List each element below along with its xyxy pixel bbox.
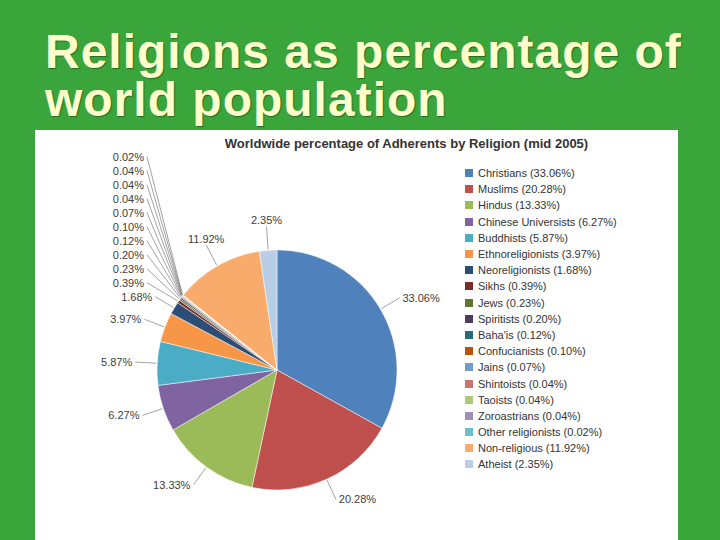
svg-text:33.06%: 33.06% xyxy=(402,292,440,304)
html-text:Shintoists (0.04%): Shintoists (0.04%) xyxy=(478,377,568,390)
svg-text:0.02%: 0.02% xyxy=(113,151,144,163)
html-text:Ethnoreligionists (3.97%): Ethnoreligionists (3.97%) xyxy=(478,248,601,260)
svg-text:0.04%: 0.04% xyxy=(113,179,144,191)
svg-text:0.10%: 0.10% xyxy=(113,221,144,233)
svg-text:3.97%: 3.97% xyxy=(110,313,141,325)
html-text:Worldwide percentage of Adhere: Worldwide percentage of Adherents by Rel… xyxy=(224,136,589,151)
svg-text:0.12%: 0.12% xyxy=(113,235,144,247)
html-text:Jews (0.23%): Jews (0.23%) xyxy=(478,296,545,309)
svg-text:0.23%: 0.23% xyxy=(113,263,144,275)
html-text:Zoroastrians (0.04%): Zoroastrians (0.04%) xyxy=(478,409,581,422)
html-text:Confucianists (0.10%): Confucianists (0.10%) xyxy=(478,345,586,358)
svg-text:2.35%: 2.35% xyxy=(251,214,282,226)
html-text:Jains (0.07%): Jains (0.07%) xyxy=(478,361,546,374)
html-text:Hindus (13.33%): Hindus (13.33%) xyxy=(478,199,560,212)
html-text:Christians (33.06%): Christians (33.06%) xyxy=(478,167,575,180)
svg-text:0.04%: 0.04% xyxy=(113,193,144,205)
html-text:Non-religious (11.92%): Non-religious (11.92%) xyxy=(478,442,590,455)
svg-text:20.28%: 20.28% xyxy=(339,493,377,505)
html-text:Taoists (0.04%): Taoists (0.04%) xyxy=(478,393,554,406)
html-text:Chinese Universists (6.27%): Chinese Universists (6.27%) xyxy=(478,215,617,228)
svg-text:0.07%: 0.07% xyxy=(113,207,144,219)
html-text:Muslims (20.28%): Muslims (20.28%) xyxy=(478,183,566,196)
svg-text:13.33%: 13.33% xyxy=(153,479,191,491)
html-text:Religions as percentage of wor: Religions as percentage of world populat… xyxy=(45,25,682,126)
svg-text:0.20%: 0.20% xyxy=(113,249,144,261)
svg-text:5.87%: 5.87% xyxy=(101,356,132,368)
html-text:Buddhists (5.87%): Buddhists (5.87%) xyxy=(478,231,568,244)
html-text:Neoreligionists (1.68%): Neoreligionists (1.68%) xyxy=(478,264,592,277)
svg-text:0.39%: 0.39% xyxy=(113,277,144,289)
svg-text:0.04%: 0.04% xyxy=(113,165,144,177)
html-text:Sikhs (0.39%): Sikhs (0.39%) xyxy=(478,280,547,293)
html-text:Other religionists (0.02%): Other religionists (0.02%) xyxy=(478,426,603,439)
svg-text:6.27%: 6.27% xyxy=(108,409,139,421)
html-text:Baha'is (0.12%): Baha'is (0.12%) xyxy=(478,329,556,341)
html-text:Atheist (2.35%): Atheist (2.35%) xyxy=(478,458,554,471)
html-text:Spiritists (0.20%): Spiritists (0.20%) xyxy=(478,312,562,325)
svg-text:1.68%: 1.68% xyxy=(121,291,152,303)
svg-text:11.92%: 11.92% xyxy=(188,233,225,245)
